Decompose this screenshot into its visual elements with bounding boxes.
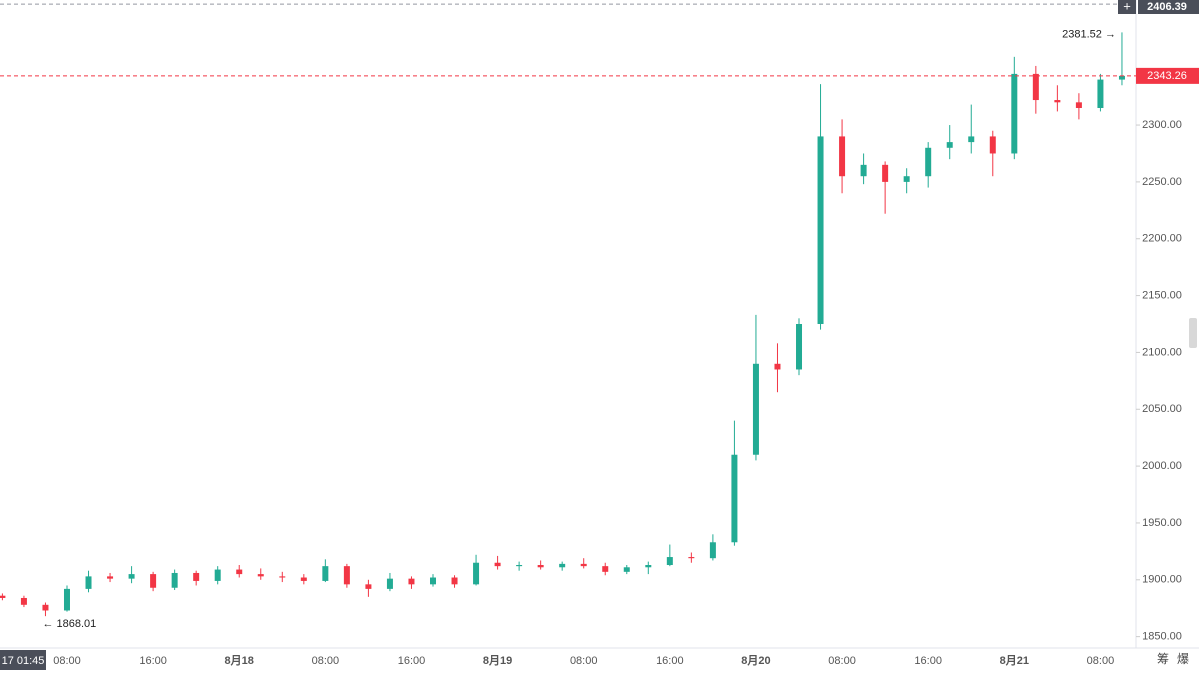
candle-body bbox=[20, 597, 27, 605]
candle-body bbox=[236, 569, 243, 575]
candle-body bbox=[386, 578, 393, 589]
crosshair-price-box bbox=[1138, 0, 1199, 14]
y-tick-label: 2050.00 bbox=[1142, 403, 1182, 415]
candle-body bbox=[1075, 102, 1082, 108]
y-tick-label: 2150.00 bbox=[1142, 289, 1182, 301]
candle-body bbox=[279, 576, 286, 578]
y-tick-label: 1850.00 bbox=[1142, 631, 1182, 643]
candle-body bbox=[42, 604, 49, 611]
candle-body bbox=[430, 577, 436, 585]
candle-body bbox=[128, 574, 135, 579]
candle-body bbox=[322, 566, 329, 581]
candle-body bbox=[494, 562, 501, 567]
y-tick-label: 2300.00 bbox=[1142, 119, 1182, 131]
candle-body bbox=[1011, 73, 1018, 154]
x-tick-label: 08:00 bbox=[828, 655, 856, 667]
x-tick-label: 16:00 bbox=[398, 655, 426, 667]
current-price-label: 2343.26 bbox=[1147, 70, 1187, 82]
candle-body bbox=[666, 557, 673, 566]
candle-body bbox=[946, 142, 953, 148]
candle-body bbox=[882, 164, 889, 182]
x-tick-label: 08:00 bbox=[1087, 655, 1115, 667]
candle-body bbox=[839, 136, 846, 177]
candle-body bbox=[214, 569, 221, 581]
y-tick-label: 2100.00 bbox=[1142, 346, 1182, 358]
crosshair-time-box bbox=[0, 650, 46, 670]
x-tick-label: 08:00 bbox=[53, 655, 81, 667]
candle-body bbox=[257, 574, 264, 577]
candle-body bbox=[0, 595, 6, 598]
crosshair-time-label: 17 01:45 bbox=[2, 655, 45, 667]
x-tick-label: 08:00 bbox=[570, 655, 598, 667]
candle-body bbox=[989, 136, 996, 154]
candle-body bbox=[1118, 75, 1125, 80]
candle-body bbox=[473, 562, 480, 585]
candle-body bbox=[774, 363, 781, 370]
candle-body bbox=[193, 572, 200, 581]
candle-body bbox=[343, 566, 350, 585]
x-tick-label: 8月20 bbox=[741, 654, 770, 667]
y-tick-label: 1900.00 bbox=[1142, 574, 1182, 586]
candle-body bbox=[107, 576, 114, 579]
candle-body bbox=[365, 584, 372, 589]
candle-body bbox=[516, 565, 523, 567]
candle-body bbox=[731, 454, 738, 543]
candle-body bbox=[451, 577, 458, 585]
candle-body bbox=[1054, 100, 1061, 103]
candle-body bbox=[63, 588, 70, 611]
candle-body bbox=[559, 563, 566, 568]
x-tick-label: 8月21 bbox=[1000, 654, 1029, 667]
add-icon: + bbox=[1123, 0, 1131, 13]
candle-body bbox=[796, 324, 803, 370]
candle-body bbox=[1032, 73, 1039, 101]
candle-body bbox=[602, 566, 609, 572]
y-tick-label: 2200.00 bbox=[1142, 233, 1182, 245]
side-handle[interactable] bbox=[1189, 318, 1197, 348]
candle-body bbox=[752, 363, 759, 455]
x-tick-label: 16:00 bbox=[139, 655, 167, 667]
y-tick-label: 1950.00 bbox=[1142, 517, 1182, 529]
candle-body bbox=[688, 557, 695, 559]
high-annotation: 2381.52 → bbox=[1062, 28, 1116, 40]
candle-body bbox=[300, 577, 307, 581]
y-tick-label: 2000.00 bbox=[1142, 460, 1182, 472]
candle-body bbox=[968, 136, 975, 143]
candle-body bbox=[817, 136, 824, 324]
candle-body bbox=[580, 563, 587, 567]
candle-body bbox=[408, 578, 415, 585]
x-tick-label: 08:00 bbox=[312, 655, 340, 667]
candle-body bbox=[709, 542, 716, 559]
current-price-box bbox=[1136, 67, 1199, 84]
x-tick-label: 16:00 bbox=[656, 655, 684, 667]
candle-body bbox=[171, 572, 178, 588]
candle-body bbox=[903, 176, 910, 182]
add-button[interactable] bbox=[1118, 0, 1136, 14]
candle-body bbox=[860, 164, 867, 177]
candle-body bbox=[150, 574, 157, 588]
candle-body bbox=[537, 565, 544, 568]
x-tick-label: 8月18 bbox=[225, 654, 254, 667]
candle-body bbox=[85, 576, 92, 589]
candle-body bbox=[925, 147, 932, 177]
y-tick-label: 2250.00 bbox=[1142, 176, 1182, 188]
x-tick-label: 8月19 bbox=[483, 654, 512, 667]
crosshair-price-label: 2406.39 bbox=[1147, 1, 1187, 13]
toolbar-button[interactable]: 筹 bbox=[1157, 652, 1169, 666]
candle-body bbox=[645, 565, 652, 568]
x-tick-label: 16:00 bbox=[914, 655, 942, 667]
low-annotation: ← 1868.01 bbox=[42, 618, 96, 630]
candle-body bbox=[1097, 79, 1104, 108]
toolbar-button[interactable]: 爆 bbox=[1177, 652, 1189, 666]
candle-body bbox=[623, 567, 630, 572]
